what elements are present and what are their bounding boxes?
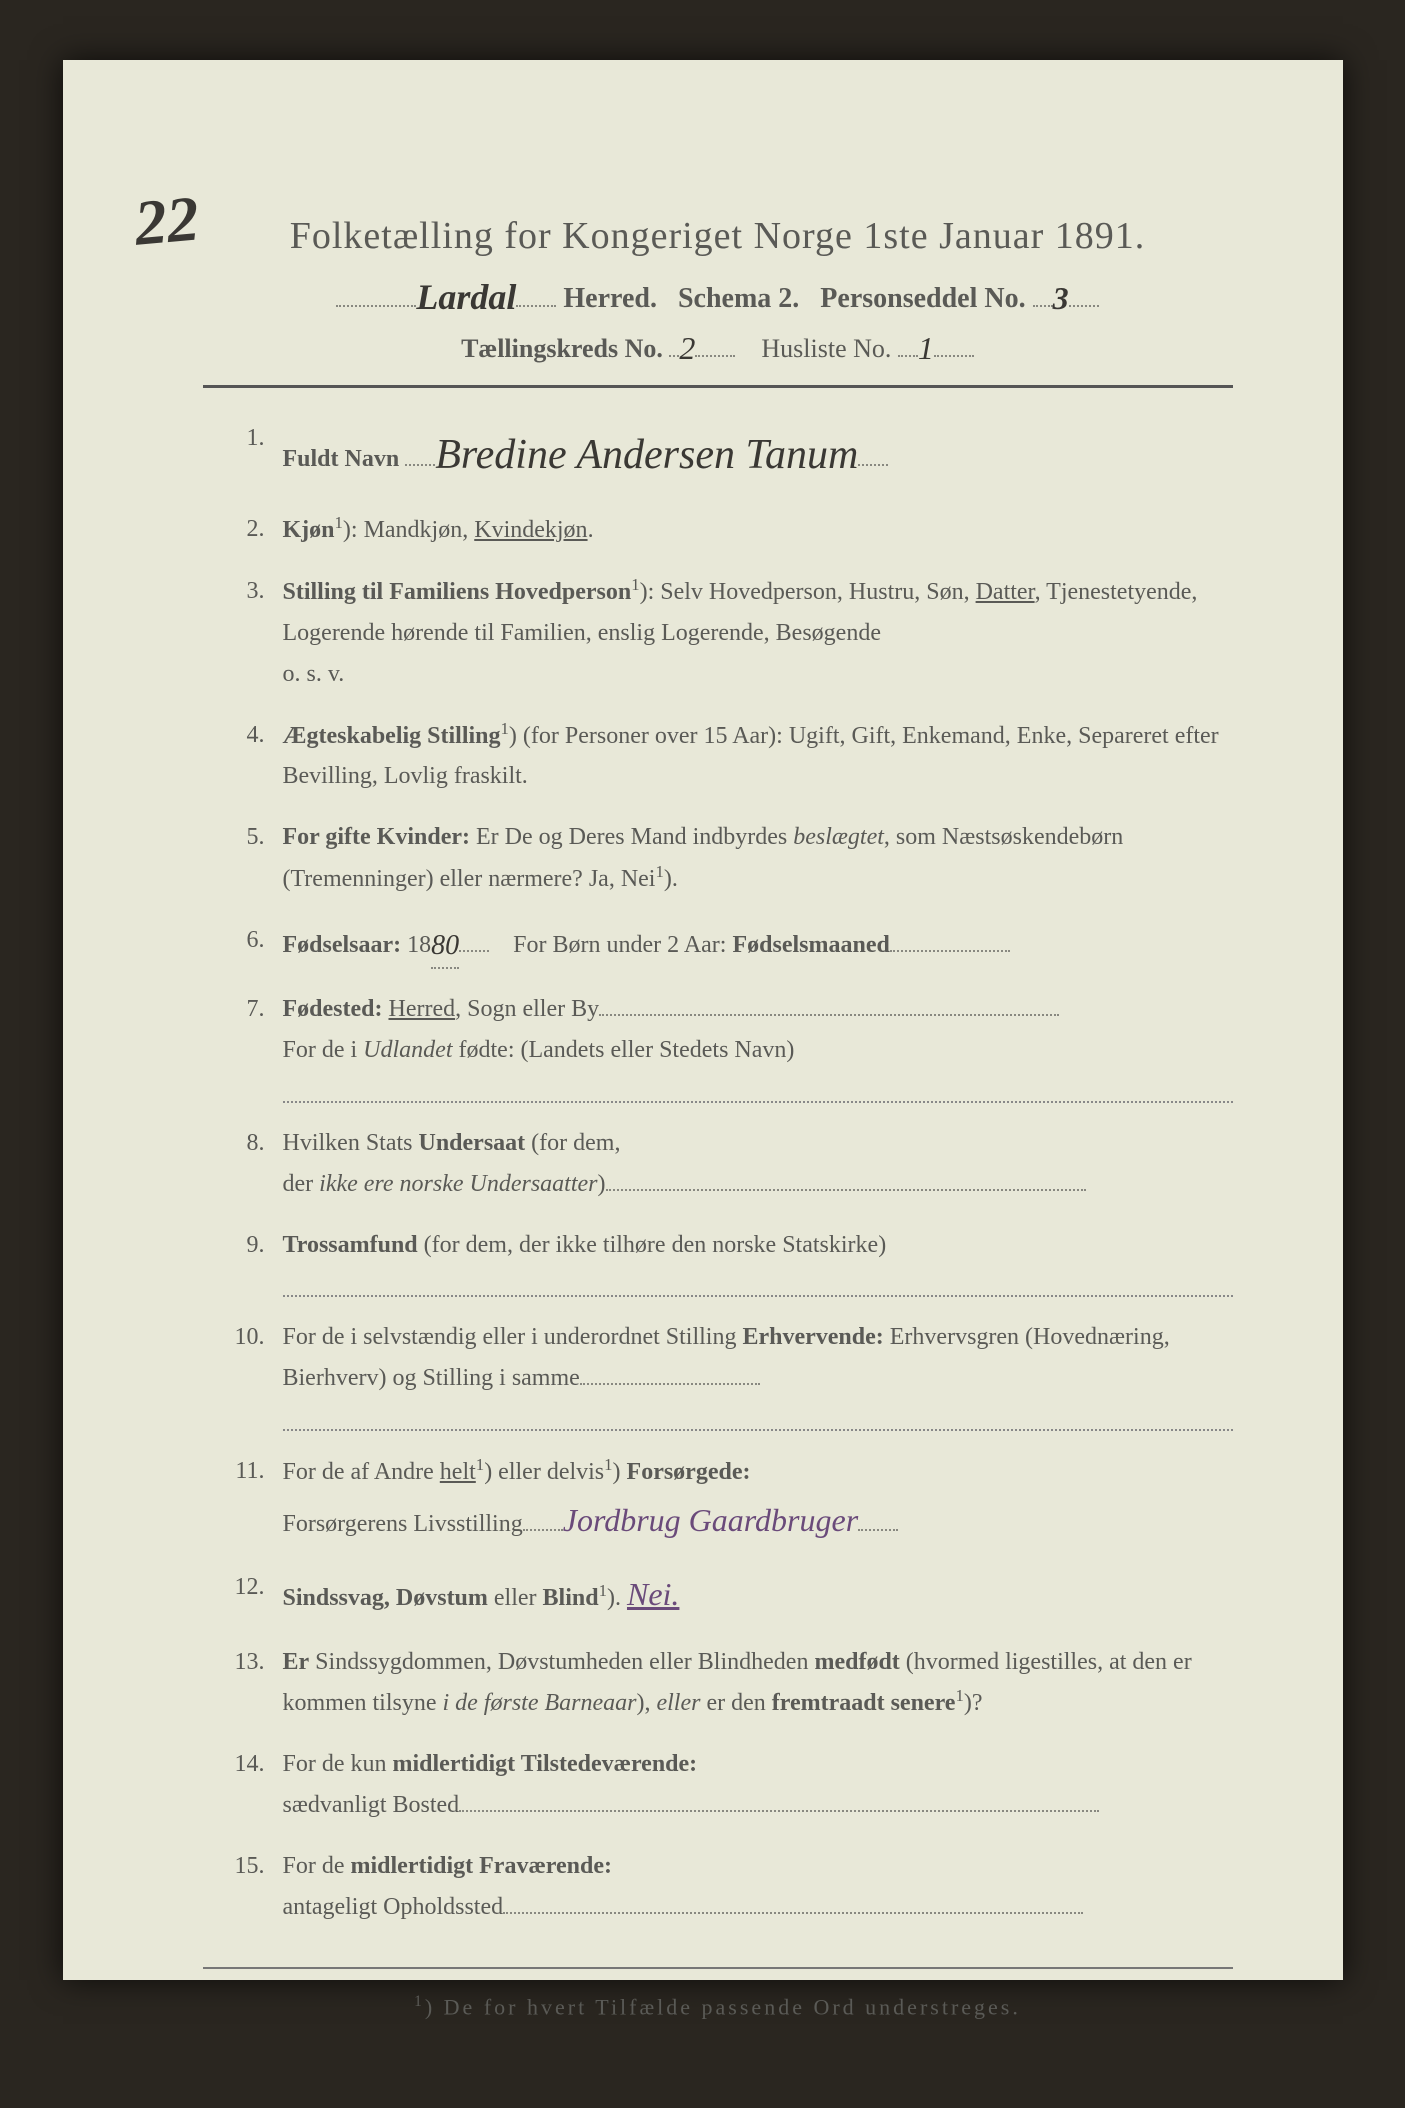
header-divider xyxy=(203,385,1233,388)
item-6-num: 6. xyxy=(203,920,283,970)
item-1: 1. Fuldt Navn Bredine Andersen Tanum xyxy=(203,418,1233,489)
item-12-num: 12. xyxy=(203,1567,283,1621)
item-6-label: Fødselsaar: xyxy=(283,932,402,958)
item-3: 3. Stilling til Familiens Hovedperson1):… xyxy=(203,571,1233,694)
birth-year-value: 80 xyxy=(431,930,459,961)
item-11-value: Jordbrug Gaardbruger xyxy=(563,1502,858,1538)
item-7-selected: Herred xyxy=(388,996,455,1022)
schema-label: Schema 2. xyxy=(678,283,799,314)
item-5-num: 5. xyxy=(203,817,283,900)
item-4-num: 4. xyxy=(203,715,283,798)
item-1-num: 1. xyxy=(203,418,283,489)
item-4-label: Ægteskabelig Stilling xyxy=(283,723,501,749)
item-9-num: 9. xyxy=(203,1225,283,1298)
herred-value: Lardal xyxy=(416,277,516,317)
herred-label: Herred. xyxy=(563,283,657,314)
item-3-label: Stilling til Familiens Hovedperson xyxy=(283,579,632,605)
item-12-label: Sindssvag, Døvstum xyxy=(283,1585,488,1611)
item-3-num: 3. xyxy=(203,571,283,694)
item-8: 8. Hvilken Stats Undersaat (for dem, der… xyxy=(203,1123,1233,1205)
item-11: 11. For de af Andre helt1) eller delvis1… xyxy=(203,1451,1233,1547)
item-15-num: 15. xyxy=(203,1846,283,1928)
item-1-label: Fuldt Navn xyxy=(283,446,400,472)
taellingskreds-label: Tællingskreds No. xyxy=(461,334,663,363)
item-7-num: 7. xyxy=(203,989,283,1103)
item-6: 6. Fødselsaar: 1880 For Børn under 2 Aar… xyxy=(203,920,1233,970)
item-7: 7. Fødested: Herred, Sogn eller By For d… xyxy=(203,989,1233,1103)
item-5-label: For gifte Kvinder: xyxy=(283,824,471,850)
item-2-num: 2. xyxy=(203,509,283,551)
item-10: 10. For de i selvstændig eller i underor… xyxy=(203,1317,1233,1431)
item-11-num: 11. xyxy=(203,1451,283,1547)
item-12: 12. Sindssvag, Døvstum eller Blind1). Ne… xyxy=(203,1567,1233,1621)
census-form-page: 22 Folketælling for Kongeriget Norge 1st… xyxy=(63,60,1343,1980)
husliste-label: Husliste No. xyxy=(761,334,891,363)
item-2-label: Kjøn xyxy=(283,517,335,543)
item-10-num: 10. xyxy=(203,1317,283,1431)
footer-divider xyxy=(203,1967,1233,1969)
item-7-label: Fødested: xyxy=(283,996,383,1022)
item-1-value: Bredine Andersen Tanum xyxy=(435,432,858,478)
item-2: 2. Kjøn1): Mandkjøn, Kvindekjøn. xyxy=(203,509,1233,551)
personseddel-label: Personseddel No. xyxy=(820,283,1025,314)
item-5: 5. For gifte Kvinder: Er De og Deres Man… xyxy=(203,817,1233,900)
item-2-selected: Kvindekjøn xyxy=(474,517,587,543)
item-14: 14. For de kun midlertidigt Tilstedevære… xyxy=(203,1744,1233,1826)
item-3-selected: Datter xyxy=(976,579,1035,605)
item-13-num: 13. xyxy=(203,1642,283,1725)
item-9: 9. Trossamfund (for dem, der ikke tilhør… xyxy=(203,1225,1233,1298)
taellingskreds-value: 2 xyxy=(679,330,695,366)
husliste-value: 1 xyxy=(918,330,934,366)
personseddel-value: 3 xyxy=(1053,280,1069,316)
header-line-2: Lardal Herred. Schema 2. Personseddel No… xyxy=(203,274,1233,316)
item-10-blank-line xyxy=(283,1405,1233,1431)
item-4: 4. Ægteskabelig Stilling1) (for Personer… xyxy=(203,715,1233,798)
item-15: 15. For de midlertidigt Fraværende: anta… xyxy=(203,1846,1233,1928)
item-13: 13. Er Sindssygdommen, Døvstumheden elle… xyxy=(203,1642,1233,1725)
item-9-label: Trossamfund xyxy=(283,1232,418,1258)
header-line-3: Tællingskreds No. 2 Husliste No. 1 xyxy=(203,328,1233,365)
item-14-num: 14. xyxy=(203,1744,283,1826)
item-12-value: Nei. xyxy=(627,1576,679,1612)
item-7-blank-line xyxy=(283,1077,1233,1103)
footnote: 1) De for hvert Tilfælde passende Ord un… xyxy=(203,1993,1233,2020)
item-8-num: 8. xyxy=(203,1123,283,1205)
item-9-blank-line xyxy=(283,1271,1233,1297)
